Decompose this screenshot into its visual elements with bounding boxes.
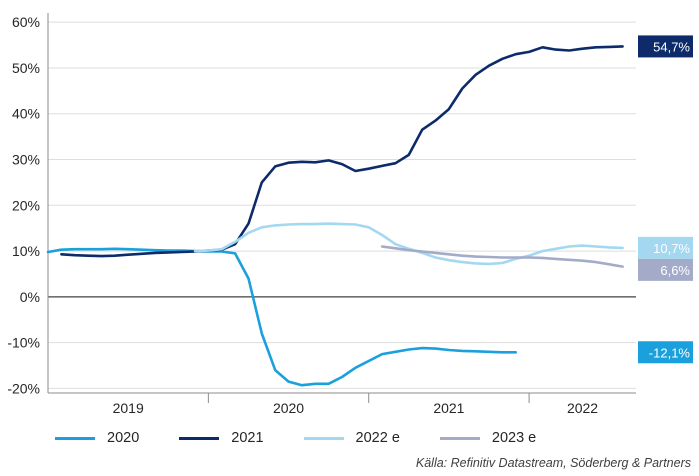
legend-label-2020: 2020 [107,430,140,446]
x-year-label: 2021 [433,400,464,416]
legend: 2020 2021 2022 e 2023 e [55,428,536,448]
y-tick-label: -10% [7,335,40,351]
legend-label-2023e: 2023 e [491,430,537,446]
series-line-2022e [193,222,624,266]
series-line-2021 [60,45,624,258]
legend-label-2022e: 2022 e [355,430,400,446]
end-label-box [638,35,693,58]
end-label-2021: 54,7% [638,35,693,58]
series-lines [46,45,624,387]
gridlines [48,21,636,389]
legend-swatch-2023e [439,436,480,440]
end-label-value: 6,6% [660,263,690,278]
y-tick-label: 40% [12,106,40,122]
end-label-2020: -12,1% [638,341,693,364]
legend-label-2021: 2021 [231,430,264,446]
y-tick-label: 20% [12,197,40,213]
y-axis: 60% 50% 40% 30% 20% 10% 0% -10% -20% [7,13,49,396]
x-year-label: 2022 [567,400,598,416]
legend-item-2020: 2020 [55,430,139,446]
legend-item-2023e: 2023 e [439,430,537,446]
x-year-label: 2019 [113,400,144,416]
legend-swatch-2020 [55,436,95,440]
y-tick-label: 60% [12,14,40,30]
series-line-2020 [46,247,517,387]
y-tick-label: -20% [7,380,40,396]
end-labels: 54,7% 10,7% 6,6% -12,1% [638,35,693,364]
end-label-value: 10,7% [653,241,690,256]
y-tick-label: 0% [20,289,40,305]
end-label-value: -12,1% [649,345,691,360]
end-label-2022e: 10,7% [638,236,693,259]
end-label-value: 54,7% [653,39,690,54]
source-note: Källa: Refinitiv Datastream, Söderberg &… [415,456,691,470]
legend-item-2022e: 2022 e [303,430,400,446]
legend-swatch-2021 [179,436,220,440]
end-label-box [638,341,693,364]
y-tick-label: 30% [12,152,40,168]
end-label-box [638,236,693,259]
end-label-2023e: 6,6% [638,258,693,281]
legend-item-2021: 2021 [179,430,264,446]
legend-swatch-2022e [303,436,344,440]
y-tick-label: 10% [12,243,40,259]
series-line-2023e [380,245,624,268]
x-year-label: 2020 [273,400,304,416]
end-label-box [638,258,693,281]
y-tick-label: 50% [12,60,40,76]
x-axis: 2019 2020 2021 2022 [48,392,636,416]
